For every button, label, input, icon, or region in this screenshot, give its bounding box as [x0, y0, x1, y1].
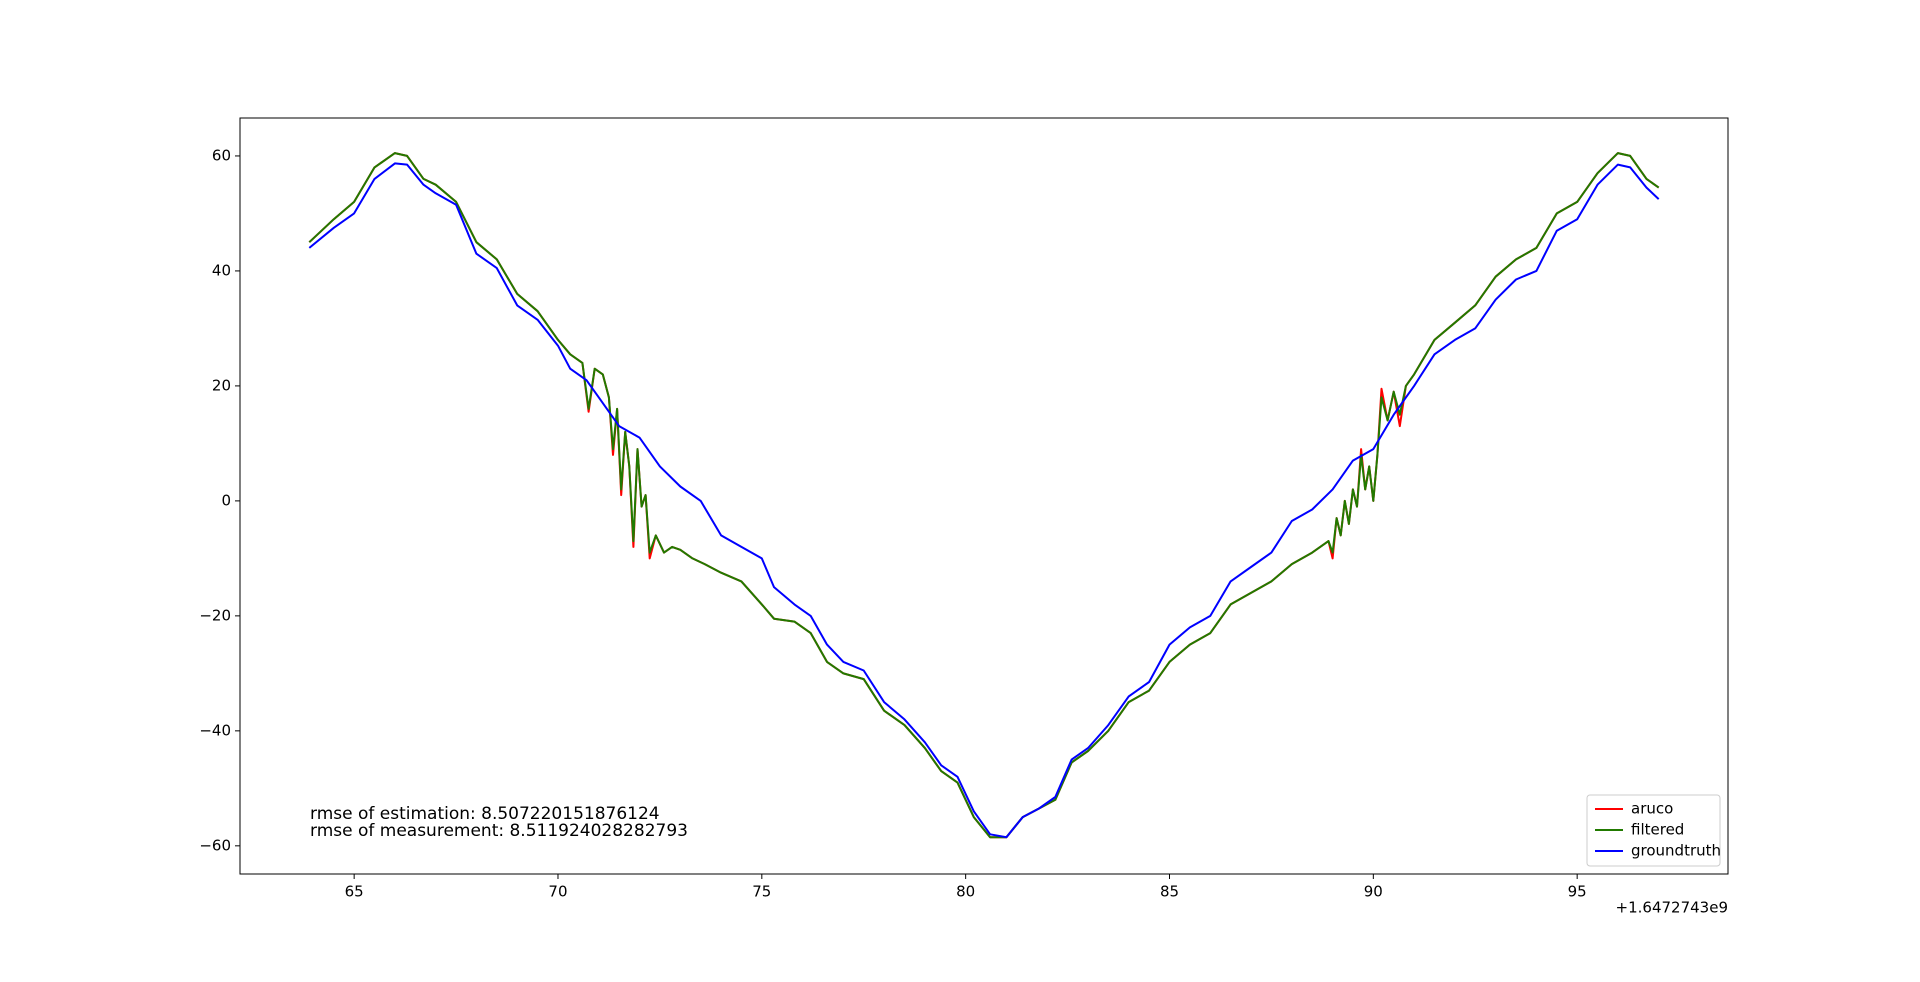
y-tick-label: 0: [221, 491, 231, 509]
x-tick-label: 90: [1364, 883, 1383, 901]
legend-label: filtered: [1631, 821, 1684, 839]
legend-box: [1586, 794, 1721, 867]
y-tick-label: −20: [199, 606, 231, 624]
series-line: [308, 152, 1660, 839]
x-tick-label: 70: [548, 883, 567, 901]
plot-frame: [239, 117, 1729, 875]
y-tick-label: 20: [212, 376, 231, 394]
series-line: [308, 152, 1660, 839]
x-tick-label: 80: [956, 883, 975, 901]
legend-label: groundtruth: [1631, 842, 1721, 860]
x-tick-label: 95: [1568, 883, 1587, 901]
annotation: rmse of estimation: 8.507220151876124: [310, 804, 660, 824]
annotation: rmse of measurement: 8.511924028282793: [310, 821, 688, 841]
y-tick-label: 40: [212, 261, 231, 279]
y-tick-label: 60: [212, 146, 231, 164]
legend-label: aruco: [1631, 800, 1673, 818]
x-tick-label: 75: [752, 883, 771, 901]
series-line: [308, 162, 1660, 839]
y-tick-label: −40: [199, 721, 231, 739]
x-offset-label: +1.6472743e9: [1616, 899, 1728, 917]
x-tick-label: 85: [1160, 883, 1179, 901]
y-tick-label: −60: [199, 836, 231, 854]
x-tick-label: 65: [345, 883, 364, 901]
